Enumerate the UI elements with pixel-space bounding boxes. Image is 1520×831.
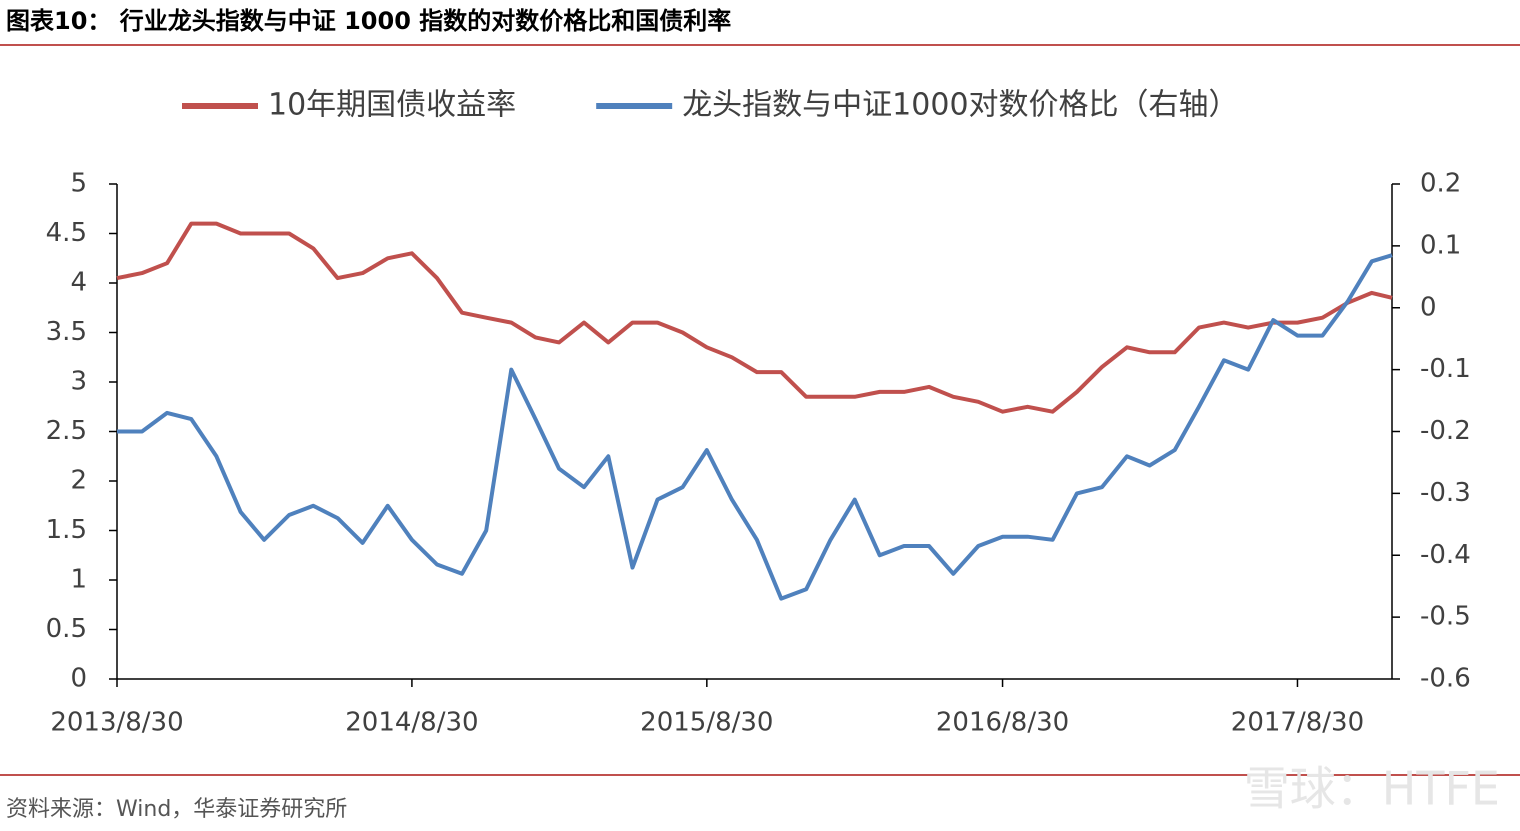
y-tick-label: 0 <box>70 664 87 694</box>
x-tick-label: 2016/8/30 <box>936 708 1069 738</box>
series-line <box>117 253 1393 601</box>
y2-tick-label: 0.2 <box>1420 169 1461 199</box>
chart-title: 图表10： 行业龙头指数与中证 1000 指数的对数价格比和国债利率 <box>6 7 731 35</box>
y-tick-label: 1.5 <box>46 515 87 545</box>
y2-tick-label: -0.6 <box>1420 664 1471 694</box>
y-tick-label: 0.5 <box>46 614 87 644</box>
legend-label: 10年期国债收益率 <box>268 88 516 123</box>
watermark: 雪球：HTFE <box>1244 762 1500 816</box>
x-tick-label: 2014/8/30 <box>345 708 478 738</box>
y-tick-label: 1 <box>70 565 87 595</box>
y-tick-label: 2.5 <box>46 416 87 446</box>
y2-tick-label: -0.3 <box>1420 478 1471 508</box>
y2-tick-label: -0.4 <box>1420 540 1471 570</box>
source-note: 资料来源：Wind，华泰证券研究所 <box>6 797 347 822</box>
legend-label: 龙头指数与中证1000对数价格比（右轴） <box>682 88 1238 123</box>
x-tick-label: 2017/8/30 <box>1231 708 1364 738</box>
y2-tick-label: 0.1 <box>1420 230 1461 260</box>
x-tick-label: 2015/8/30 <box>640 708 773 738</box>
y-tick-label: 3.5 <box>46 317 87 347</box>
y-tick-label: 2 <box>70 466 87 496</box>
y2-tick-label: -0.1 <box>1420 354 1471 384</box>
y2-tick-label: -0.2 <box>1420 416 1471 446</box>
series-line <box>116 221 1393 414</box>
y-tick-label: 4 <box>70 268 87 298</box>
x-tick-label: 2013/8/30 <box>50 708 183 738</box>
y2-tick-label: 0 <box>1420 292 1437 322</box>
y-tick-label: 4.5 <box>46 218 87 248</box>
y2-tick-label: -0.5 <box>1420 602 1471 632</box>
y-tick-label: 5 <box>70 169 87 199</box>
y-tick-label: 3 <box>70 367 87 397</box>
